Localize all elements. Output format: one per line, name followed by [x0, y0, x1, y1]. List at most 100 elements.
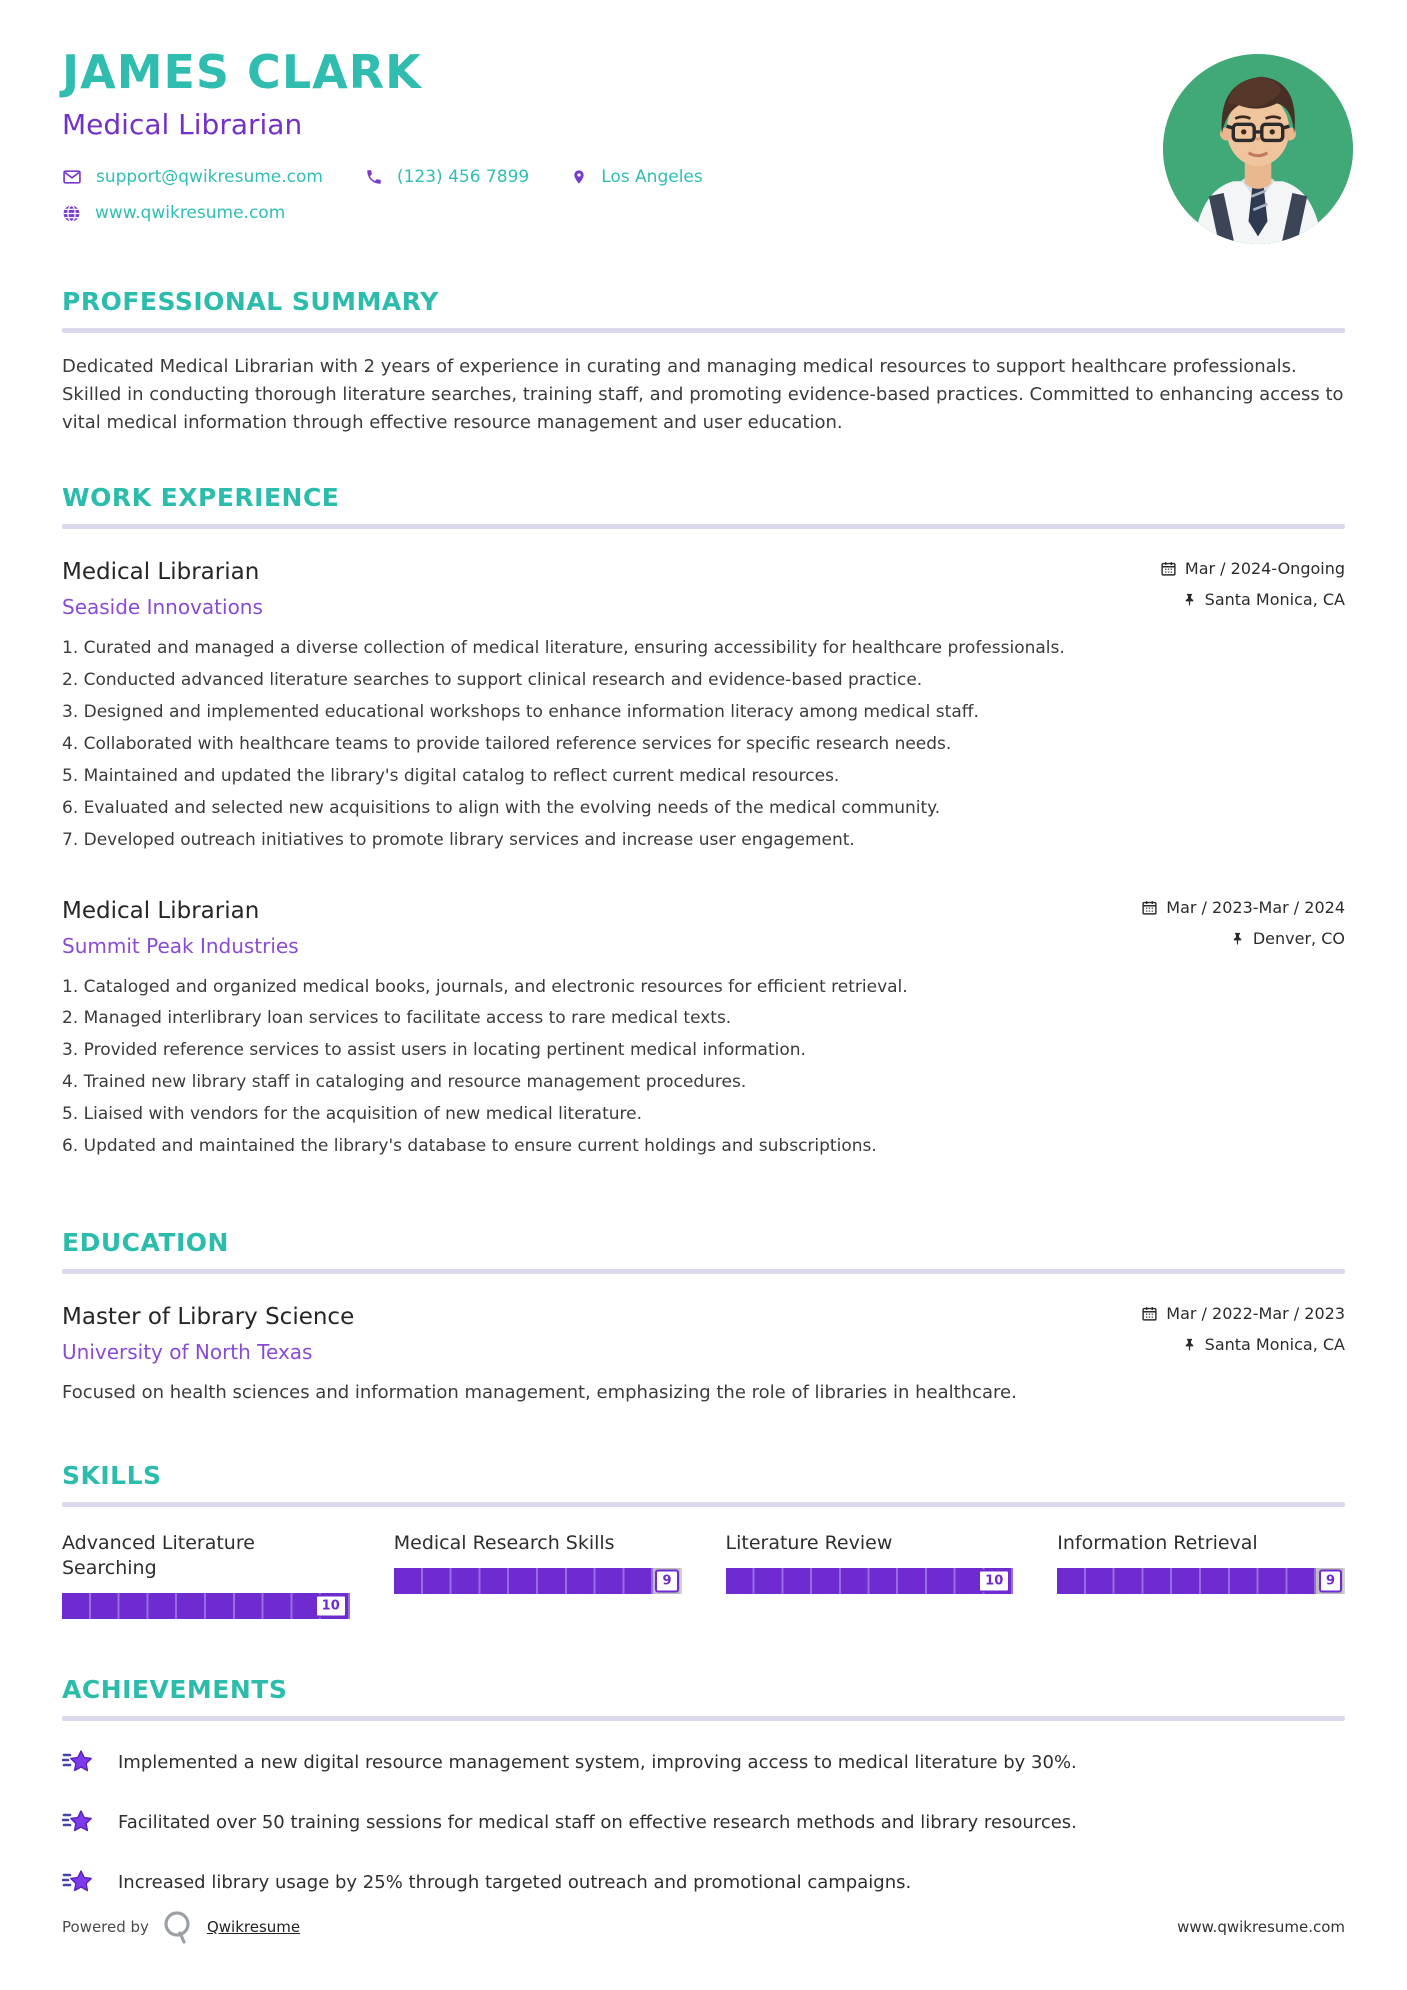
skill-bar: 10 — [62, 1592, 350, 1619]
skill-score-badge: 10 — [978, 1569, 1011, 1593]
pushpin-icon — [1182, 591, 1197, 608]
contact-email-text: support@qwikresume.com — [96, 167, 323, 188]
job-location: Denver, CO — [1252, 928, 1345, 948]
section-divider — [62, 1502, 1345, 1508]
qwikresume-logo-icon — [163, 1910, 193, 1944]
section-professional-summary: PROFESSIONAL SUMMARY Dedicated Medical L… — [62, 287, 1345, 437]
school-name: University of North Texas — [62, 1340, 313, 1365]
calendar-icon — [1141, 899, 1158, 916]
achievement-item: Increased library usage by 25% through t… — [62, 1867, 1345, 1899]
skill-information-retrieval: Information Retrieval 9 — [1057, 1531, 1345, 1618]
contact-location: Los Angeles — [571, 167, 703, 187]
section-skills: SKILLS Advanced Literature Searching 10 … — [62, 1461, 1345, 1619]
section-heading-summary: PROFESSIONAL SUMMARY — [62, 287, 439, 317]
skills-grid: Advanced Literature Searching 10 Medical… — [62, 1531, 1345, 1619]
powered-by-label: Powered by — [62, 1918, 149, 1936]
job-company: Summit Peak Industries — [62, 933, 299, 958]
calendar-icon — [1160, 560, 1177, 577]
globe-icon — [62, 204, 81, 223]
job-location: Santa Monica, CA — [1204, 589, 1345, 609]
job-bullet: Evaluated and selected new acquisitions … — [62, 797, 1345, 820]
achievement-item: Implemented a new digital resource manag… — [62, 1747, 1345, 1779]
job-bullet-list: Curated and managed a diverse collection… — [62, 637, 1345, 852]
job-bullet-list: Cataloged and organized medical books, j… — [62, 976, 1345, 1159]
section-work-experience: WORK EXPERIENCE Medical Librarian Seasid… — [62, 483, 1345, 1158]
job-title: Medical Librarian — [62, 897, 260, 924]
person-title: Medical Librarian — [62, 108, 303, 142]
contact-website-text: www.qwikresume.com — [95, 203, 286, 224]
job-date: Mar / 2023-Mar / 2024 — [1166, 897, 1345, 917]
section-divider — [62, 1715, 1345, 1721]
mail-icon — [62, 167, 82, 187]
job-bullet: Conducted advanced literature searches t… — [62, 669, 1345, 692]
shooting-star-icon — [62, 1807, 94, 1839]
contact-location-text: Los Angeles — [601, 167, 703, 188]
section-divider — [62, 523, 1345, 529]
skill-label: Advanced Literature Searching — [62, 1532, 255, 1579]
achievement-text: Facilitated over 50 training sessions fo… — [118, 1812, 1077, 1834]
skill-score-badge: 9 — [655, 1569, 679, 1593]
skill-bar: 9 — [393, 1567, 682, 1594]
contact-phone[interactable]: (123) 456 7899 — [365, 167, 529, 187]
education-location: Santa Monica, CA — [1204, 1335, 1345, 1355]
phone-icon — [365, 168, 383, 186]
pushpin-icon — [1230, 930, 1245, 947]
section-heading-experience: WORK EXPERIENCE — [62, 482, 340, 512]
education-entry: Master of Library Science University of … — [62, 1304, 1345, 1403]
skill-medical-research-skills: Medical Research Skills 9 — [393, 1531, 682, 1618]
footer: Powered by Qwikresume www.qwikresume.com — [62, 1910, 1345, 1944]
person-name: JAMES CLARK — [62, 45, 422, 99]
job-bullet: Designed and implemented educational wor… — [62, 701, 1345, 724]
calendar-icon — [1141, 1305, 1158, 1322]
degree-title: Master of Library Science — [62, 1304, 355, 1331]
skill-literature-review: Literature Review 10 — [725, 1531, 1014, 1618]
job-entry: Medical Librarian Summit Peak Industries… — [62, 898, 1345, 1159]
section-heading-skills: SKILLS — [62, 1461, 162, 1491]
skill-label: Literature Review — [725, 1532, 893, 1555]
section-education: EDUCATION Master of Library Science Univ… — [62, 1228, 1345, 1403]
job-bullet: Provided reference services to assist us… — [62, 1039, 1345, 1062]
header: JAMES CLARK Medical Librarian support@qw… — [62, 45, 1353, 244]
skill-label: Information Retrieval — [1057, 1532, 1258, 1555]
contact-phone-text: (123) 456 7899 — [396, 167, 530, 188]
skill-label: Medical Research Skills — [393, 1532, 615, 1555]
section-divider — [62, 328, 1345, 334]
job-title: Medical Librarian — [62, 558, 260, 585]
job-bullet: Liaised with vendors for the acquisition… — [62, 1103, 1345, 1126]
contact-website[interactable]: www.qwikresume.com — [62, 203, 285, 223]
section-achievements: ACHIEVEMENTS Implemented a new digital r… — [62, 1675, 1345, 1899]
contact-info: support@qwikresume.com (123) 456 7899 Lo… — [62, 167, 1345, 223]
job-bullet: Trained new library staff in cataloging … — [62, 1071, 1345, 1094]
job-bullet: Curated and managed a diverse collection… — [62, 637, 1345, 660]
job-bullet: Collaborated with healthcare teams to pr… — [62, 733, 1345, 756]
achievements-list: Implemented a new digital resource manag… — [62, 1747, 1345, 1899]
skill-bar-fill — [62, 1592, 350, 1619]
footer-website: www.qwikresume.com — [1177, 1918, 1345, 1936]
job-date: Mar / 2024-Ongoing — [1184, 558, 1345, 578]
shooting-star-icon — [62, 1867, 94, 1899]
job-bullet: Updated and maintained the library's dat… — [62, 1135, 1345, 1158]
job-bullet: Managed interlibrary loan services to fa… — [62, 1007, 1345, 1030]
skill-bar: 10 — [725, 1567, 1014, 1594]
achievement-item: Facilitated over 50 training sessions fo… — [62, 1807, 1345, 1839]
location-pin-icon — [571, 167, 587, 187]
job-bullet: Developed outreach initiatives to promot… — [62, 829, 1345, 852]
skill-bar-fill — [725, 1567, 1014, 1594]
qwikresume-link[interactable]: Qwikresume — [206, 1918, 301, 1936]
summary-text: Dedicated Medical Librarian with 2 years… — [62, 356, 1344, 434]
job-bullet: Cataloged and organized medical books, j… — [62, 976, 1345, 999]
job-bullet: Maintained and updated the library's dig… — [62, 765, 1345, 788]
avatar — [1163, 54, 1353, 244]
job-entry: Medical Librarian Seaside Innovations Ma… — [62, 559, 1345, 852]
achievement-text: Implemented a new digital resource manag… — [118, 1752, 1077, 1774]
section-heading-achievements: ACHIEVEMENTS — [62, 1674, 288, 1704]
pushpin-icon — [1182, 1336, 1197, 1353]
skill-score-badge: 9 — [1318, 1569, 1342, 1593]
section-divider — [62, 1269, 1345, 1275]
skill-bar-fill — [1057, 1567, 1317, 1594]
achievement-text: Increased library usage by 25% through t… — [118, 1872, 912, 1894]
skill-bar: 9 — [1057, 1567, 1345, 1594]
contact-email[interactable]: support@qwikresume.com — [62, 167, 323, 187]
skill-score-badge: 10 — [314, 1594, 347, 1618]
